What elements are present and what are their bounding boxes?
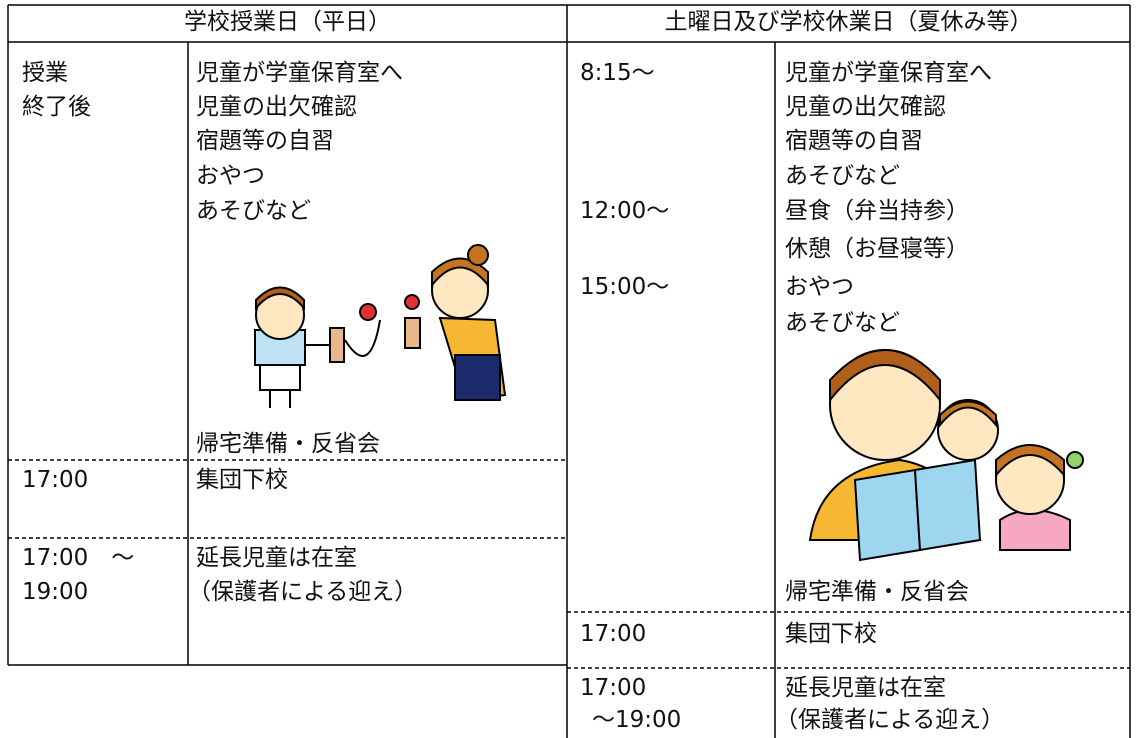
header: 学校授業日（平日） [184, 9, 391, 35]
time: 17:00 [22, 467, 89, 493]
activity: おやつ [785, 274, 854, 300]
time: ～19:00 [592, 707, 682, 733]
activity: あそびなど [785, 310, 900, 336]
activity: 宿題等の自習 [785, 128, 923, 154]
kendama-illustration [254, 244, 507, 408]
time: 12:00～ [580, 198, 670, 224]
activity: 児童の出欠確認 [785, 94, 946, 120]
activity: 児童が学童保育室へ [196, 60, 403, 86]
time: 17:00 [580, 675, 647, 701]
activity: 延長児童は在室 [785, 675, 946, 701]
activity: 児童が学童保育室へ [785, 60, 992, 86]
activity: 宿題等の自習 [196, 128, 334, 154]
time: 8:15～ [580, 60, 655, 86]
activity: 集団下校 [785, 621, 877, 647]
activity: おやつ [196, 163, 265, 189]
activity: 帰宅準備・反省会 [196, 431, 380, 457]
time: 授業 [22, 60, 68, 86]
activity: 延長児童は在室 [196, 545, 357, 571]
time: 17:00 [580, 621, 647, 647]
time: 15:00～ [580, 274, 670, 300]
time: 17:00 ～ [22, 545, 135, 571]
activity: 児童の出欠確認 [196, 94, 357, 120]
reading-illustration [808, 349, 1084, 562]
header: 土曜日及び学校休業日（夏休み等） [664, 9, 1033, 35]
activity: 昼食（弁当持参） [785, 198, 969, 224]
activity: （保護者による迎え） [775, 707, 1005, 733]
time: 終了後 [22, 94, 91, 120]
time: 19:00 [22, 579, 89, 605]
activity: 休憩（お昼寝等） [785, 236, 969, 262]
activity: 帰宅準備・反省会 [785, 579, 969, 605]
activity: 集団下校 [196, 467, 288, 493]
activity: あそびなど [196, 198, 311, 224]
activity: （保護者による迎え） [188, 579, 418, 605]
activity: あそびなど [785, 163, 900, 189]
